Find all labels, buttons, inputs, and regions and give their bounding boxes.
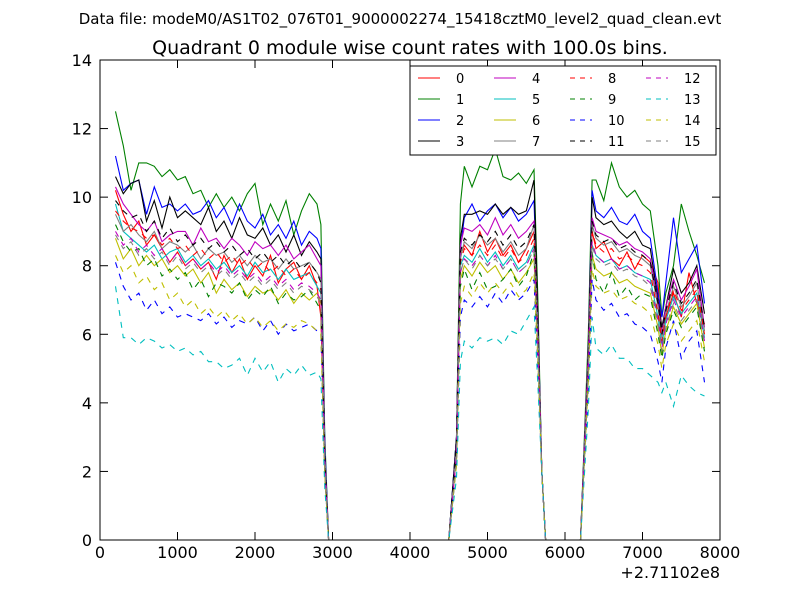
legend-label-10: 10 [608, 114, 625, 129]
legend-label-6: 6 [532, 114, 540, 129]
legend-label-1: 1 [456, 93, 464, 108]
series-line-13 [114, 286, 705, 540]
legend-label-4: 4 [532, 72, 540, 87]
legend-label-15: 15 [684, 135, 701, 150]
y-tick-label: 4 [82, 394, 92, 413]
legend-label-11: 11 [608, 135, 625, 150]
x-tick-label: 1000 [157, 543, 198, 562]
figure-suptitle: Data file: modeM0/AS1T02_076T01_90000022… [79, 10, 722, 29]
x-axis-offset-label: +2.71102e8 [620, 563, 720, 582]
x-tick-label: 3000 [312, 543, 353, 562]
series-lines [114, 111, 706, 540]
x-tick-label: 7000 [622, 543, 663, 562]
y-tick-label: 2 [82, 462, 92, 481]
legend-label-5: 5 [532, 93, 540, 108]
plot-area [114, 111, 706, 540]
axis-ticks: 0 1000 2000 3000 4000 5000 6000 7000 80000246810… [72, 51, 741, 562]
chart-title: Quadrant 0 module wise count rates with … [152, 37, 668, 59]
y-tick-label: 6 [82, 325, 92, 344]
legend-label-0: 0 [456, 72, 464, 87]
y-tick-label: 8 [82, 257, 92, 276]
x-tick-label: 0 [95, 543, 105, 562]
legend-label-9: 9 [608, 93, 616, 108]
legend-label-3: 3 [456, 135, 464, 150]
legend-label-8: 8 [608, 72, 616, 87]
legend-label-2: 2 [456, 114, 464, 129]
x-tick-label: 4000 [390, 543, 431, 562]
legend-frame [409, 65, 717, 156]
legend-label-13: 13 [684, 93, 701, 108]
legend-label-7: 7 [532, 135, 540, 150]
x-tick-label: 5000 [467, 543, 508, 562]
y-tick-label: 14 [72, 51, 92, 70]
legend-label-12: 12 [684, 72, 701, 87]
legend-label-14: 14 [684, 114, 701, 129]
x-tick-label: 2000 [235, 543, 276, 562]
series-line-15 [115, 234, 706, 540]
y-tick-label: 0 [82, 531, 92, 550]
y-tick-label: 10 [72, 188, 92, 207]
x-tick-label: 8000 [700, 543, 741, 562]
y-tick-label: 12 [72, 120, 92, 139]
x-tick-label: 6000 [545, 543, 586, 562]
